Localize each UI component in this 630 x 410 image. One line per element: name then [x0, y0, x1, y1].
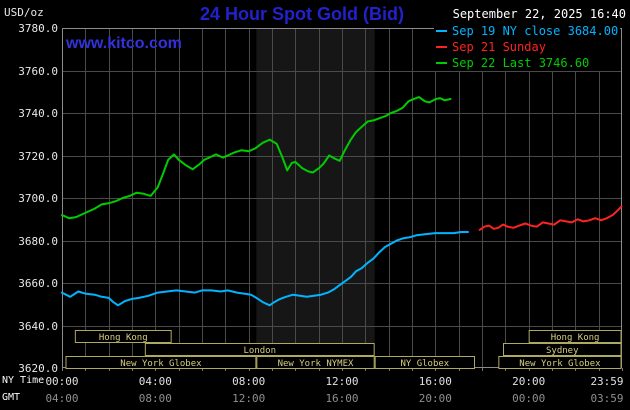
price-line-sep21	[478, 205, 623, 231]
session-box	[498, 356, 622, 369]
y-axis-label: 3680.0	[18, 234, 58, 248]
y-axis-label: 3740.0	[18, 107, 58, 120]
x-axis-label-gmt: 20:00	[418, 392, 452, 405]
x-axis-label-gmt: 03:59	[590, 392, 624, 405]
gmt-caption: GMT	[2, 392, 21, 403]
x-axis-label-ny: 04:00	[138, 375, 172, 388]
x-axis-label-gmt: 12:00	[232, 392, 266, 405]
x-axis-label-gmt: 16:00	[325, 392, 359, 405]
legend-label: Sep 19 NY close 3684.00	[452, 24, 619, 38]
x-axis-label-ny: 23:59	[590, 375, 624, 388]
y-axis-label: 3720.0	[18, 149, 58, 163]
kitco-link[interactable]: www.kitco.com	[66, 35, 182, 52]
x-axis-label-ny: 20:00	[512, 375, 546, 388]
y-axis-label: 3620.0	[18, 362, 58, 375]
x-axis-label-ny: 08:00	[232, 375, 266, 388]
y-axis-label: 3760.0	[18, 64, 58, 78]
x-axis-label-ny: 12:00	[325, 375, 359, 388]
y-axis-label: 3640.0	[18, 319, 58, 333]
datetime-label: September 22, 2025 16:40	[452, 7, 626, 21]
x-axis-label-ny: 00:00	[45, 375, 79, 388]
chart-title: 24 Hour Spot Gold (Bid)	[200, 4, 404, 24]
session-label: Hong Kong	[99, 333, 148, 343]
x-axis-label-gmt: 08:00	[138, 392, 172, 405]
x-axis-label-ny: 16:00	[418, 375, 452, 388]
y-axis-units-label: USD/oz	[4, 6, 44, 19]
session-box	[256, 356, 375, 369]
session-label: New York Globex	[120, 359, 202, 369]
legend-dash-icon	[436, 30, 447, 32]
session-box	[374, 356, 475, 369]
session-box	[65, 356, 257, 369]
legend-dash-icon	[436, 62, 447, 64]
session-box	[74, 330, 172, 343]
ny-time-caption: NY Time	[2, 375, 45, 386]
legend-label: Sep 22 Last 3746.60	[452, 56, 590, 70]
x-axis-label-gmt: 00:00	[512, 392, 546, 405]
session-label: NY Globex	[400, 359, 449, 369]
session-box	[528, 330, 622, 343]
session-label: Sydney	[546, 346, 579, 356]
legend: Sep 19 NY close 3684.00 Sep 21 Sunday Sep …	[434, 23, 621, 71]
y-axis-label: 3700.0	[18, 192, 58, 205]
y-axis-label: 3660.0	[18, 277, 58, 290]
legend-item-sep22: Sep 22 Last 3746.60	[436, 55, 618, 71]
legend-label: Sep 21 Sunday	[452, 40, 546, 54]
session-box	[144, 343, 375, 356]
price-line-sep19	[61, 231, 469, 307]
legend-item-sep19: Sep 19 NY close 3684.00	[436, 23, 618, 39]
session-label: Hong Kong	[551, 333, 600, 343]
session-label: New York NYMEX	[278, 359, 354, 369]
legend-dash-icon	[436, 46, 447, 48]
session-box	[503, 343, 622, 356]
x-axis-label-gmt: 04:00	[45, 392, 79, 405]
session-label: London	[243, 346, 276, 356]
legend-item-sep21: Sep 21 Sunday	[436, 39, 618, 55]
session-label: New York Globex	[519, 359, 601, 369]
y-axis-label: 3780.0	[18, 22, 58, 35]
price-line-sep22	[61, 96, 452, 220]
